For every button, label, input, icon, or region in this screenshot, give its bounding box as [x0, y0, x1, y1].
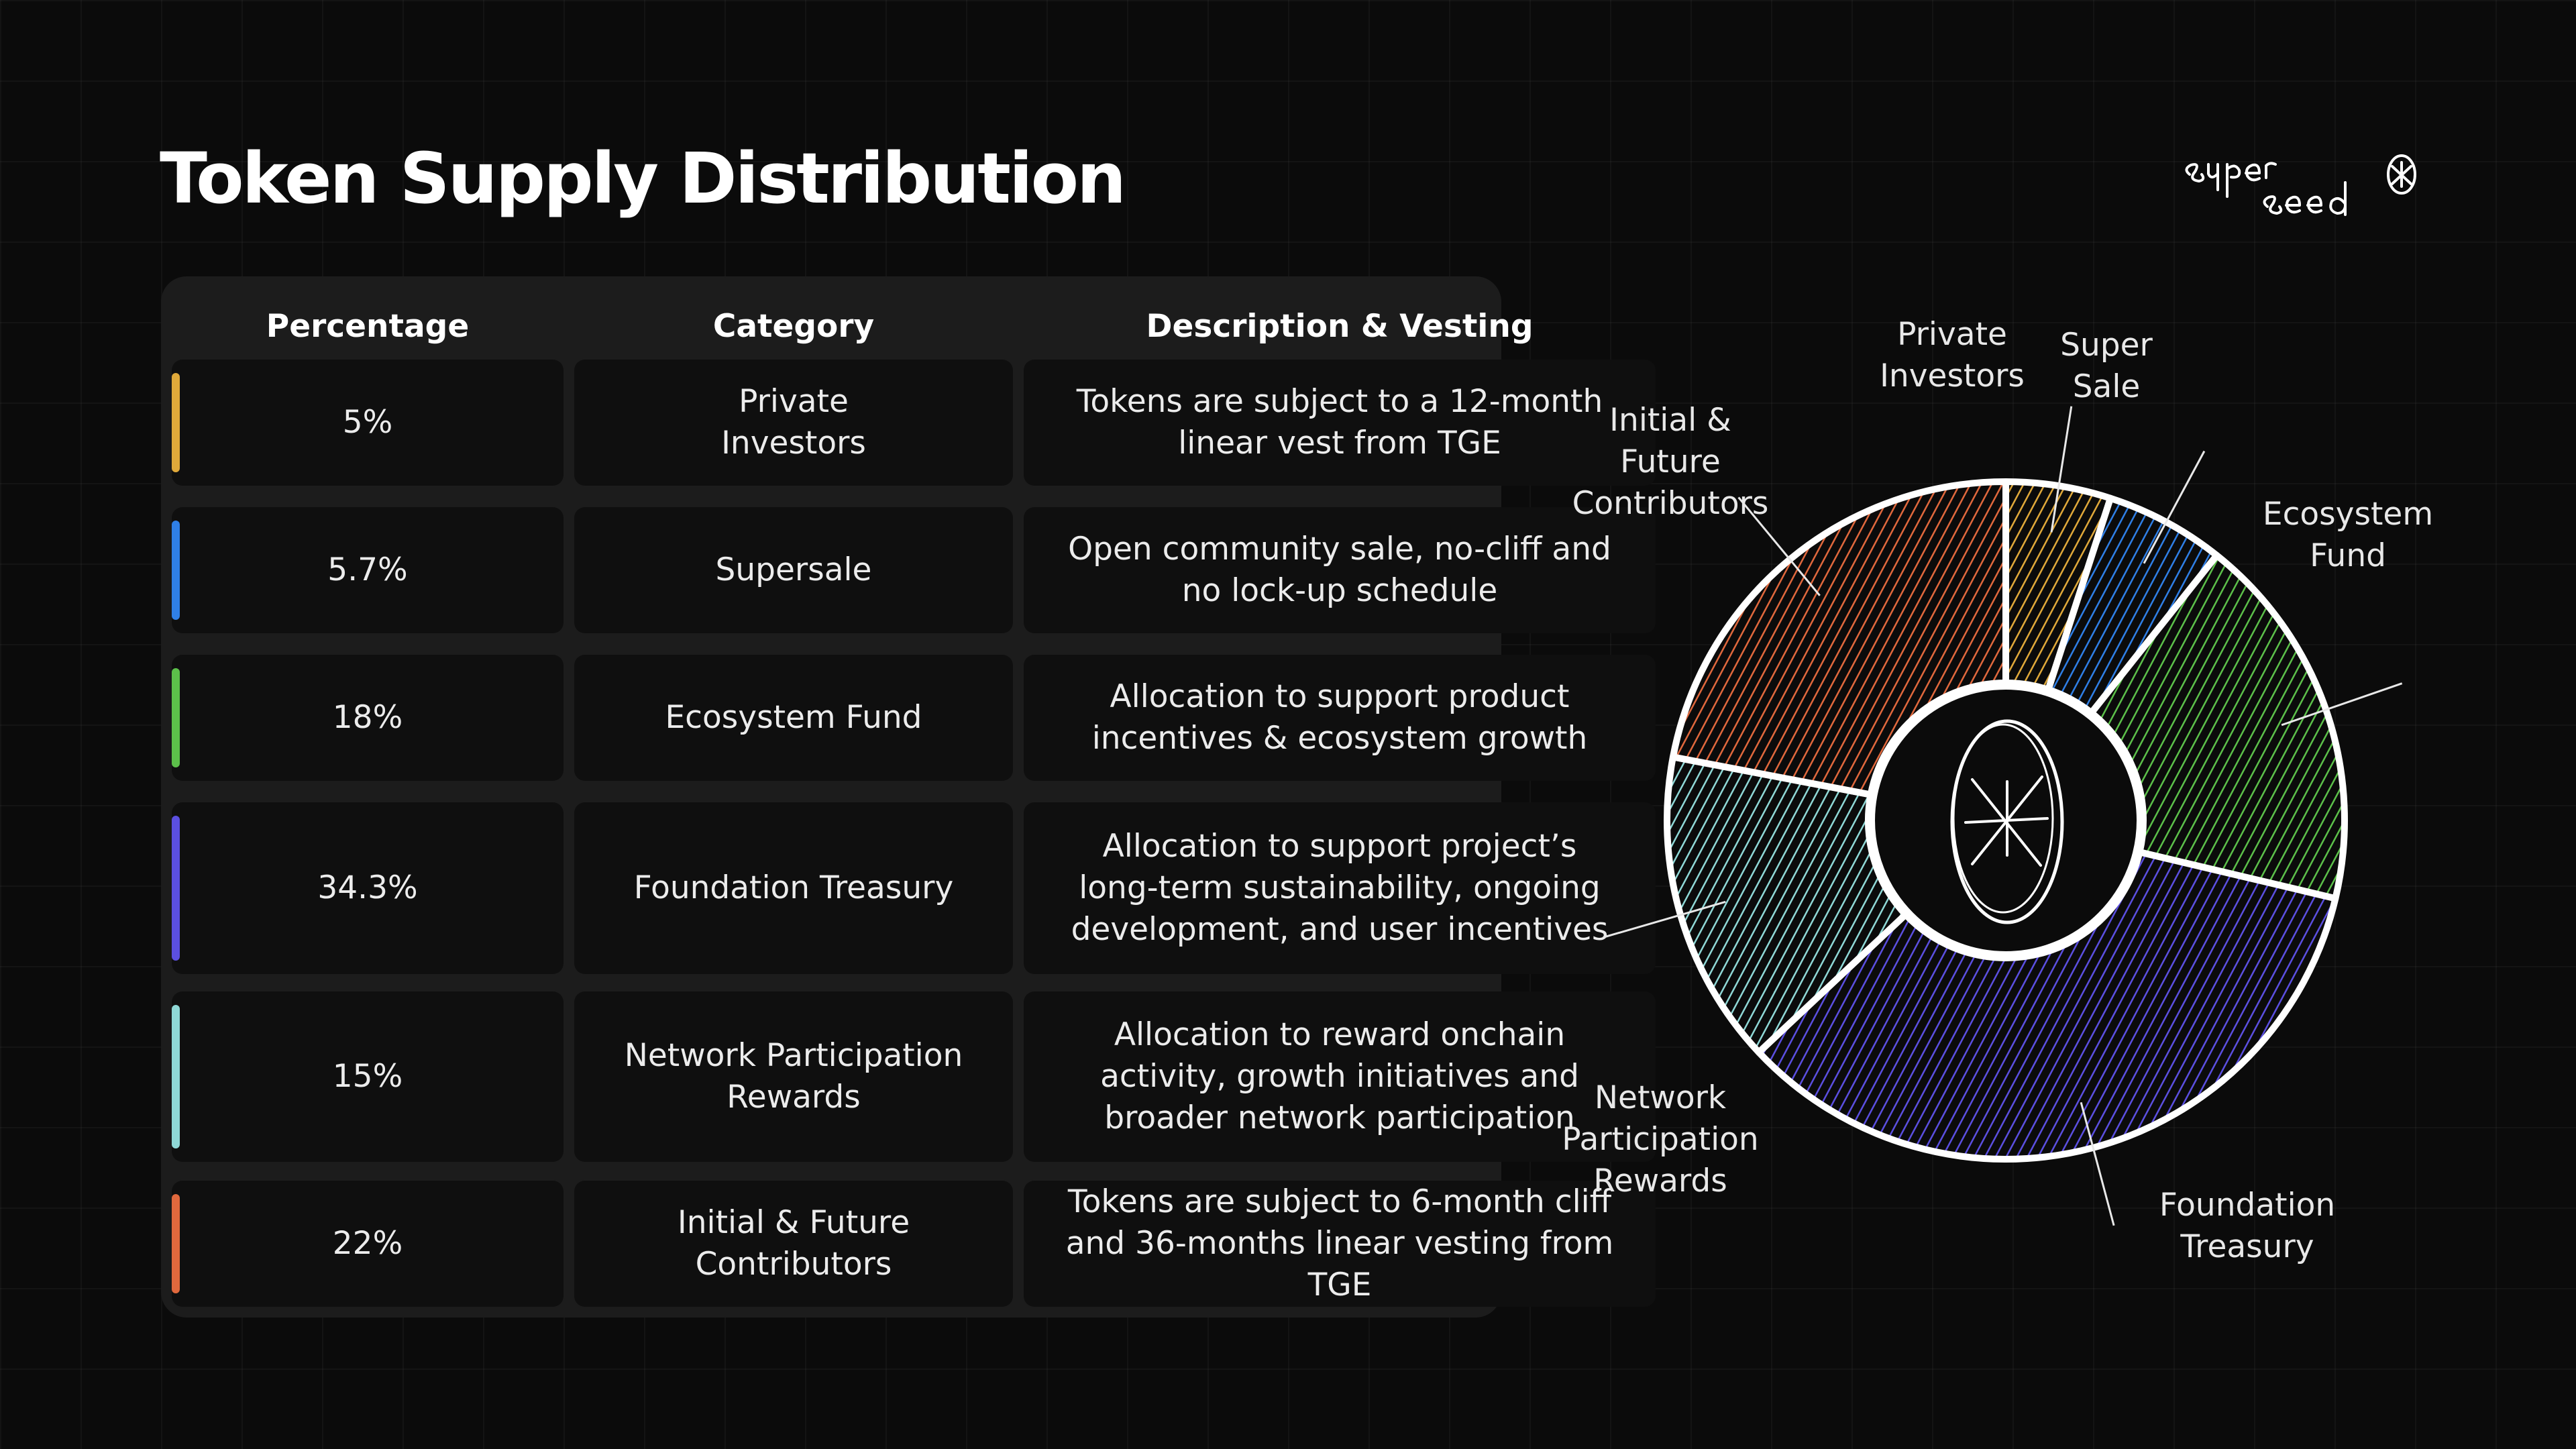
description-cell: Allocation to reward onchain activity, g… [1024, 991, 1656, 1162]
table-header: Percentage Category Description & Vestin… [161, 297, 1534, 357]
percentage-value: 18% [332, 699, 403, 736]
color-accent-bar [172, 373, 180, 472]
color-accent-bar [172, 521, 180, 620]
percentage-cell: 15% [172, 991, 564, 1162]
table-row: 18% Ecosystem Fund Allocation to support… [161, 655, 1656, 781]
category-cell: Initial & Future Contributors [574, 1181, 1013, 1307]
slice-label: Treasury [2180, 1228, 2314, 1265]
slice-label: Fund [2310, 537, 2386, 574]
slice-label: Private [1897, 316, 2007, 353]
leader-line [2143, 450, 2206, 564]
header-category: Category [712, 308, 875, 345]
header-percentage: Percentage [266, 308, 470, 345]
superseed-logo [2185, 154, 2416, 216]
slice-label: Contributors [1572, 485, 1769, 522]
leader-line [2281, 682, 2403, 727]
leader-line [1603, 900, 1726, 938]
description-cell: Tokens are subject to 6-month cliff and … [1024, 1181, 1656, 1307]
percentage-value: 5% [342, 404, 393, 441]
leader-line [2080, 1102, 2115, 1226]
slice-label: Future [1620, 443, 1721, 480]
description-cell: Open community sale, no-cliff and no loc… [1024, 507, 1656, 633]
category-cell: Foundation Treasury [574, 802, 1013, 974]
table-row: 34.3% Foundation Treasury Allocation to … [161, 802, 1656, 974]
percentage-cell: 5.7% [172, 507, 564, 633]
table-row: 15% Network Participation Rewards Alloca… [161, 991, 1656, 1162]
table-row: 22% Initial & Future Contributors Tokens… [161, 1181, 1656, 1307]
slice-label: Foundation [2159, 1187, 2335, 1224]
header-description: Description & Vesting [1146, 308, 1534, 345]
slice-label: Rewards [1593, 1163, 1727, 1199]
slice-label: Investors [1880, 358, 2025, 394]
center-seed-icon [1868, 683, 2143, 958]
distribution-pie-chart: Private Investors Super Sale Ecosystem Fund Fo… [1562, 316, 2433, 1265]
category-cell: Network Participation Rewards [574, 991, 1013, 1162]
leader-line [2050, 406, 2073, 533]
description-cell: Allocation to support project’s long-ter… [1024, 802, 1656, 974]
percentage-value: 5.7% [327, 551, 408, 588]
category-cell: Ecosystem Fund [574, 655, 1013, 781]
percentage-value: 34.3% [317, 869, 418, 906]
description-cell: Allocation to support product incentives… [1024, 655, 1656, 781]
percentage-value: 15% [332, 1058, 403, 1095]
percentage-value: 22% [332, 1225, 403, 1262]
slice-label: Sale [2073, 368, 2141, 405]
slice-label: Super [2060, 327, 2153, 364]
slice-label: Ecosystem [2263, 496, 2433, 533]
distribution-table: Percentage Category Description & Vestin… [161, 276, 1656, 1318]
category-cell: Private Investors [574, 360, 1013, 486]
slice-label: Participation [1562, 1121, 1758, 1158]
percentage-cell: 34.3% [172, 802, 564, 974]
percentage-cell: 22% [172, 1181, 564, 1307]
percentage-cell: 5% [172, 360, 564, 486]
percentage-cell: 18% [172, 655, 564, 781]
page-title: Token Supply Distribution [160, 138, 1126, 219]
color-accent-bar [172, 816, 180, 961]
color-accent-bar [172, 1005, 180, 1148]
description-cell: Tokens are subject to a 12-month linear … [1024, 360, 1656, 486]
table-row: 5.7% Supersale Open community sale, no-c… [161, 507, 1656, 633]
slice-label: Initial & [1609, 402, 1731, 439]
color-accent-bar [172, 1194, 180, 1293]
color-accent-bar [172, 668, 180, 767]
slice-label: Network [1595, 1079, 1727, 1116]
category-cell: Supersale [574, 507, 1013, 633]
table-row: 5% Private Investors Tokens are subject … [161, 360, 1656, 486]
leader-line [1737, 496, 1821, 596]
